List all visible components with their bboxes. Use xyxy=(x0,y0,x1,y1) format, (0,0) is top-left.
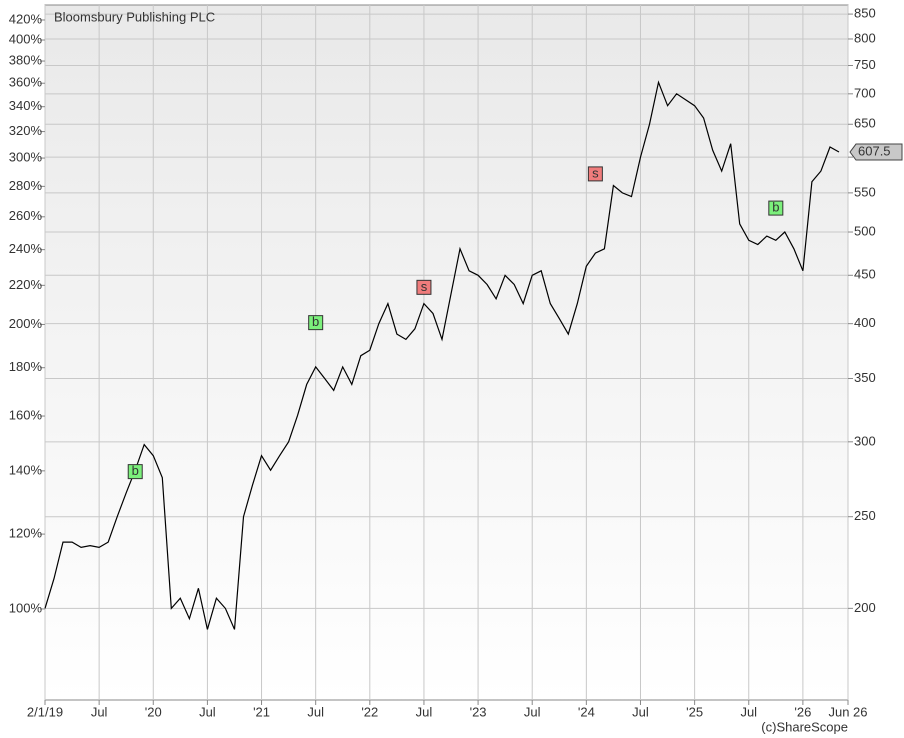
y-tick-label: 250 xyxy=(854,508,876,523)
y-tick-label: 700 xyxy=(854,85,876,100)
footer: (c)ShareScope xyxy=(761,719,848,734)
y-tick-label: 500 xyxy=(854,223,876,238)
signal-marker xyxy=(127,464,143,480)
y2-tick-label: 160% xyxy=(9,407,43,422)
x-tick-label: '26 xyxy=(794,704,811,719)
signal-label: b xyxy=(312,314,319,329)
y2-tick-label: 220% xyxy=(9,277,43,292)
plot-area xyxy=(44,4,849,701)
y-tick-label: 650 xyxy=(854,116,876,131)
y-tick-label: 850 xyxy=(854,6,876,21)
x-tick-label: Jul xyxy=(307,704,324,719)
x-tick-label: '25 xyxy=(686,704,703,719)
x-tick-label: Jun 26 xyxy=(828,704,867,719)
y2-tick-label: 260% xyxy=(9,208,43,223)
y2-tick-label: 360% xyxy=(9,75,43,90)
legend-entry: Bloomsbury Publishing PLC xyxy=(54,9,215,24)
x-tick-label: '23 xyxy=(470,704,487,719)
x-tick-label: Jul xyxy=(524,704,541,719)
y2-tick-label: 140% xyxy=(9,462,43,477)
y-tick-label: 350 xyxy=(854,370,876,385)
y-tick-label: 550 xyxy=(854,184,876,199)
x-tick-label: Jul xyxy=(632,704,649,719)
signal-label: s xyxy=(421,279,428,294)
x-tick-label: Jul xyxy=(416,704,433,719)
x-tick-label: Jul xyxy=(740,704,757,719)
y2-tick-label: 400% xyxy=(9,31,43,46)
x-tick-label: '22 xyxy=(361,704,378,719)
x-tick-label: '24 xyxy=(578,704,595,719)
y2-tick-label: 420% xyxy=(9,11,43,26)
y2-tick-label: 320% xyxy=(9,123,43,138)
y2-tick-label: 100% xyxy=(9,600,43,615)
signal-marker xyxy=(768,200,784,216)
y2-tick-label: 120% xyxy=(9,526,43,541)
y-tick-label: 200 xyxy=(854,600,876,615)
y2-tick-label: 340% xyxy=(9,98,43,113)
signal-label: s xyxy=(592,165,599,180)
y-tick-label: 400 xyxy=(854,315,876,330)
y-tick-label: 300 xyxy=(854,433,876,448)
signal-marker xyxy=(308,315,324,331)
y2-tick-label: 280% xyxy=(9,178,43,193)
signal-marker xyxy=(587,166,603,182)
x-tick-label: Jul xyxy=(91,704,108,719)
y-tick-label: 800 xyxy=(854,30,876,45)
signal-marker xyxy=(416,279,432,295)
x-tick-label: 2/1/19 xyxy=(27,704,63,719)
last-price-label: 607.5 xyxy=(858,143,891,158)
y2-tick-label: 180% xyxy=(9,359,43,374)
y2-tick-label: 240% xyxy=(9,241,43,256)
last-price-box xyxy=(849,143,903,161)
x-tick-label: '20 xyxy=(145,704,162,719)
y2-tick-label: 200% xyxy=(9,316,43,331)
y2-tick-label: 380% xyxy=(9,52,43,67)
y2-tick-label: 300% xyxy=(9,149,43,164)
signal-label: b xyxy=(132,463,139,478)
price-line xyxy=(44,80,840,630)
x-tick-label: Jul xyxy=(199,704,216,719)
y-tick-label: 450 xyxy=(854,267,876,282)
signal-label: b xyxy=(772,200,779,215)
y-tick-label: 750 xyxy=(854,57,876,72)
x-tick-label: '21 xyxy=(253,704,270,719)
